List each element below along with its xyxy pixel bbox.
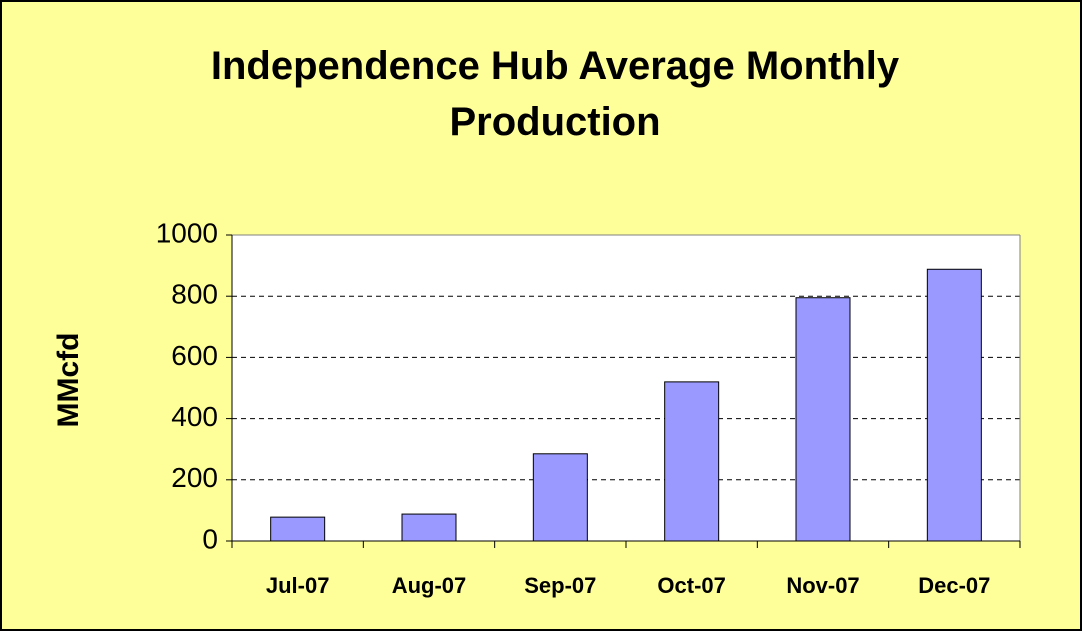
bar	[401, 513, 457, 542]
chart-title: Independence Hub Average Monthly Product…	[210, 44, 900, 144]
y-tick-label: 1000	[156, 217, 218, 248]
bar	[795, 297, 851, 542]
bar	[270, 516, 326, 542]
x-tick-label: Aug-07	[392, 573, 467, 598]
bar	[664, 381, 720, 542]
plot-area	[232, 235, 1020, 541]
y-tick-label: 800	[171, 279, 218, 310]
x-tick-label: Dec-07	[918, 573, 990, 598]
y-tick-label: 600	[171, 340, 218, 371]
x-tick-label: Jul-07	[266, 573, 330, 598]
bar	[926, 268, 982, 542]
x-tick-label: Nov-07	[786, 573, 859, 598]
bar	[532, 453, 588, 542]
y-tick-label: 200	[171, 462, 218, 493]
x-tick-label: Sep-07	[524, 573, 596, 598]
y-axis-label: MMcfd	[52, 333, 85, 428]
y-tick-label: 0	[202, 523, 218, 554]
y-tick-label: 400	[171, 401, 218, 432]
x-tick-label: Oct-07	[657, 573, 725, 598]
